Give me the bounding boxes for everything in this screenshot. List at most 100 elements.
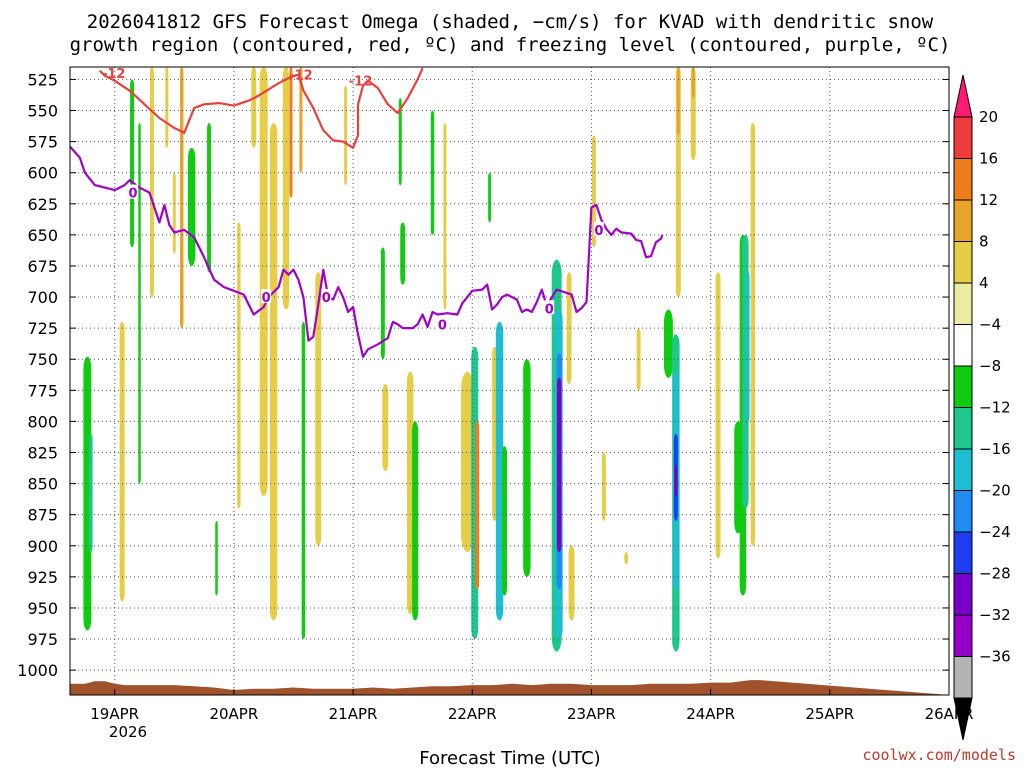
x-tick-label-23apr: 23APR	[567, 705, 616, 723]
purple-contour-label-3: 0	[438, 318, 447, 333]
x-axis-label: Forecast Time (UTC)	[419, 748, 600, 768]
contour-layer: -12 -12 -12 0 0 0 0 0 0	[69, 67, 664, 358]
colorbar: 20 16 12 8 4 −4 −8 −12 −16 −20 −24 −28 −32 −36	[953, 74, 1011, 741]
colorbar-label-7: −12	[979, 399, 1011, 417]
omega-cell-6	[165, 67, 169, 148]
colorbar-swatch-12	[953, 573, 973, 616]
watermark: coolwx.com/models	[862, 746, 1016, 764]
red-contour-label-2: -12	[349, 75, 373, 90]
y-tick-label-975: 975	[27, 630, 58, 649]
y-tick-label-700: 700	[27, 288, 58, 307]
x-tick-label-20apr: 20APR	[209, 705, 258, 723]
omega-cell-24	[398, 98, 402, 186]
colorbar-label-6: −8	[979, 357, 1001, 375]
x-tick-label-24apr: 24APR	[686, 705, 735, 723]
omega-cell-61	[746, 272, 750, 422]
purple-contour-label-0: 0	[129, 187, 138, 202]
purple-contour-label-bg-1	[261, 289, 272, 304]
omega-cell-48	[663, 309, 673, 378]
y-tick-label-575: 575	[27, 133, 58, 152]
colorbar-label-9: −20	[979, 482, 1011, 500]
omega-cell-28	[430, 110, 435, 235]
omega-cell-33	[488, 172, 492, 223]
red-contour-label-0: -12	[102, 67, 126, 82]
omega-cell-3	[130, 79, 135, 248]
terrain-layer	[70, 680, 949, 695]
omega-cell-62	[750, 122, 756, 546]
omega-cell-1	[89, 433, 93, 552]
colorbar-label-8: −16	[979, 440, 1011, 458]
colorbar-swatch-5	[953, 282, 973, 325]
purple-contour-line	[69, 145, 664, 358]
omega-cell-15	[269, 122, 278, 621]
y-tick-label-725: 725	[27, 319, 58, 338]
colorbar-label-1: 16	[979, 150, 998, 168]
x-tick-label-22apr: 22APR	[448, 705, 497, 723]
colorbar-label-12: −32	[979, 606, 1011, 624]
omega-cell-4	[138, 122, 141, 484]
red-contour-line	[99, 67, 424, 149]
omega-cell-54	[676, 67, 680, 136]
y-tick-label-550: 550	[27, 102, 58, 121]
red-contour-label-1: -12	[289, 68, 313, 83]
y-tick-label-775: 775	[27, 381, 58, 400]
omega-cell-32	[475, 421, 480, 590]
colorbar-swatch-11	[953, 531, 973, 574]
omega-cell-13	[251, 67, 257, 148]
chart-title-line2: growth region (contoured, red, ºC) and f…	[70, 34, 951, 56]
grid-layer	[70, 67, 950, 695]
y-tick-label-625: 625	[27, 195, 58, 214]
omega-cell-25	[400, 222, 406, 285]
colorbar-swatch-10	[953, 490, 973, 533]
plot-area: -12 -12 -12 0 0 0 0 0 0	[69, 66, 950, 696]
omega-cell-17	[289, 67, 293, 198]
y-tick-label-875: 875	[27, 506, 58, 525]
colorbar-label-11: −28	[979, 565, 1011, 583]
y-tick-label-850: 850	[27, 475, 58, 494]
x-tick-label-19apr: 19APR	[90, 705, 139, 723]
colorbar-label-13: −36	[979, 648, 1011, 666]
omega-cell-10	[207, 122, 212, 273]
y-tick-label-825: 825	[27, 444, 58, 463]
chart-title-line1: 2026041812 GFS Forecast Omega (shaded, −…	[87, 11, 934, 33]
omega-cell-23	[382, 384, 389, 472]
omega-cell-57	[715, 272, 721, 559]
omega-cell-46	[624, 551, 629, 565]
colorbar-swatch-1	[953, 116, 973, 159]
y-tick-label-1000: 1000	[17, 661, 58, 680]
colorbar-swatch-3	[953, 199, 973, 242]
colorbar-label-4: 4	[979, 274, 989, 292]
y-tick-label-600: 600	[27, 164, 58, 183]
purple-contour-label-bg-4	[544, 300, 555, 315]
x-tick-year: 2026	[109, 723, 147, 741]
omega-cell-36	[502, 446, 508, 596]
colorbar-label-5: −4	[979, 316, 1001, 334]
y-tick-label-925: 925	[27, 568, 58, 587]
colorbar-label-10: −24	[979, 523, 1011, 541]
purple-contour-label-5: 0	[594, 224, 603, 239]
colorbar-swatch-9	[953, 448, 973, 491]
omega-cell-26	[406, 371, 414, 615]
omega-cell-29	[443, 122, 447, 310]
omega-cell-35	[495, 321, 504, 621]
omega-cell-56	[691, 67, 695, 99]
omega-cell-37	[523, 359, 531, 577]
omega-cell-30	[461, 371, 474, 552]
omega-cell-45	[601, 452, 606, 521]
terrain-surface	[70, 680, 949, 695]
omega-cell-5	[149, 67, 154, 298]
colorbar-swatch-14	[953, 656, 973, 699]
purple-contour-label-bg-3	[437, 316, 448, 331]
omega-cell-19	[301, 321, 306, 640]
colorbar-swatch-4	[953, 241, 973, 284]
omega-cell-8	[179, 67, 184, 329]
purple-contour-label-bg-2	[321, 289, 332, 304]
y-tick-label-650: 650	[27, 226, 58, 245]
colorbar-swatch-7	[953, 365, 973, 408]
colorbar-top-arrow	[953, 74, 973, 118]
omega-cell-44	[591, 135, 596, 248]
colorbar-swatch-2	[953, 158, 973, 201]
x-tick-label-21apr: 21APR	[329, 705, 378, 723]
colorbar-bottom-arrow	[953, 697, 973, 741]
